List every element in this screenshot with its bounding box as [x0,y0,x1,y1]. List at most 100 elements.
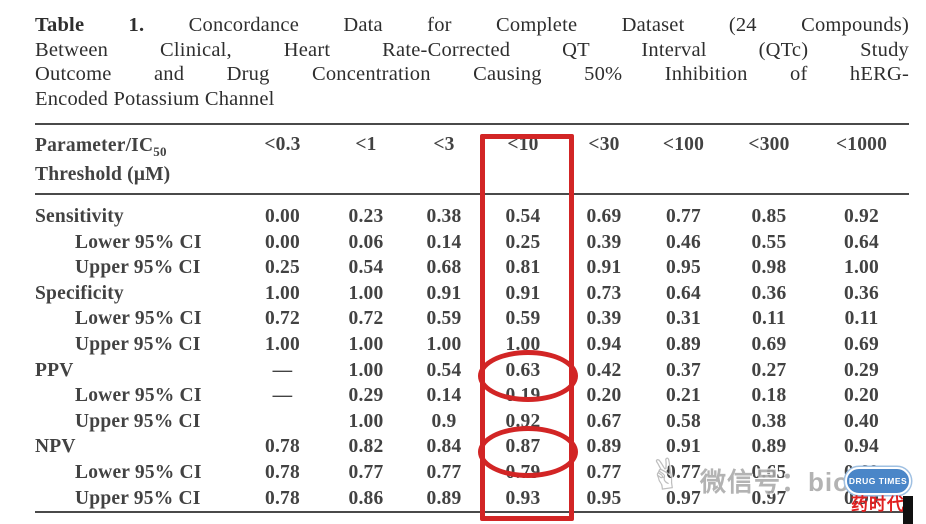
column-header: <300 [724,124,814,195]
cell-value: 0.39 [586,308,622,330]
cell-value: 0.94 [586,333,622,355]
cell-value: 0.14 [426,231,462,253]
cell-value: 0.38 [426,206,462,227]
drugtimes-badge: DRUG TIMES [845,467,911,495]
victory-hand-icon: ✌ [644,447,687,502]
cell-value: 0.79 [505,461,541,483]
row-label: Upper 95% CI [75,333,201,355]
cell-value: 0.54 [426,359,462,381]
cell-value: 0.20 [586,385,622,407]
cell-value: 0.00 [265,231,300,253]
concordance-table: Parameter/IC50 Threshold (μM) <0.3 <1 <3 <1… [35,123,909,514]
table-row: Specificity 1.00 1.00 0.91 0.91 0.73 0.64 0.36 0… [35,281,909,307]
parameter-header-line1: Parameter/IC [35,135,154,156]
cell-value: 0.78 [265,461,300,483]
cell-value: 1.00 [348,282,384,304]
cell-value: 1.00 [844,257,879,279]
cell-value: 0.21 [666,385,701,407]
cell-value: 0.98 [751,257,787,279]
cell-value: 0.72 [265,308,300,330]
caption-line-1-text: Concordance Data for Complete Dataset (2… [188,14,909,36]
cell-value: 0.55 [751,231,787,253]
table-row: Upper 95% CI 1.00 0.9 0.92 0.67 0.58 0.38 0.40 [35,409,909,435]
column-header: <1000 [814,124,909,195]
parameter-header-subscript: 50 [153,143,167,159]
cell-value: 0.38 [751,410,787,432]
cell-value: 0.86 [348,487,384,509]
cell-value: 0.11 [752,308,786,330]
row-label: NPV [35,436,76,458]
cell-value: 0.92 [505,410,541,432]
column-header: <100 [643,124,724,195]
row-label: Lower 95% CI [75,308,202,330]
column-header: <30 [565,124,643,195]
caption-line-3: Outcome and Drug Concentration Causing 5… [35,63,909,85]
row-label: Upper 95% CI [75,257,201,279]
cell-value: 0.39 [586,231,622,253]
cell-value: 0.25 [505,231,541,253]
cell-value: 1.00 [265,282,300,304]
cell-value: 1.00 [348,410,384,432]
table-row: Upper 95% CI 0.25 0.54 0.68 0.81 0.91 0.95 0.98… [35,255,909,281]
cell-value: 0.72 [348,308,384,330]
cell-value: 0.36 [751,282,787,304]
cell-value: 0.40 [844,410,879,432]
cell-value: 0.63 [505,359,541,381]
caption-line-2: Between Clinical, Heart Rate-Corrected Q… [35,38,909,61]
table-caption: Table 1. Concordance Data for Complete D… [35,13,909,111]
row-label: Lower 95% CI [75,231,202,253]
cell-value: 0.64 [666,282,701,304]
cell-value: 0.11 [844,308,879,330]
cell-value: — [272,385,293,407]
cell-value: 0.94 [844,436,879,458]
table-row: Lower 95% CI — 0.29 0.14 0.19 0.20 0.21 0.18 0.2… [35,383,909,409]
cell-value: 0.29 [348,385,384,407]
cell-value: 0.77 [426,461,462,483]
cell-value: 0.69 [751,333,787,355]
cell-value: 0.14 [426,385,462,407]
cell-value: 0.65 [751,461,787,483]
cell-value: 0.64 [844,231,879,253]
column-header: <0.3 [240,124,325,195]
cell-value: 0.00 [265,206,300,227]
table-number-label: Table 1. [35,14,145,36]
cell-value: 0.89 [426,487,462,509]
table-row: Sensitivity 0.00 0.23 0.38 0.54 0.69 0.77 0.85 0… [35,194,909,230]
parameter-header-line2: Threshold (μM) [35,163,171,185]
cell-value: 0.69 [586,206,622,227]
cell-value: 0.58 [666,410,701,432]
cell-value: 0.97 [751,487,787,509]
row-label: Sensitivity [35,206,124,227]
cell-value: 0.69 [844,333,879,355]
table-row: Lower 95% CI 0.00 0.06 0.14 0.25 0.39 0.46 0.55… [35,230,909,256]
cell-value: 0.27 [751,359,787,381]
cell-value: 0.77 [586,461,622,483]
cell-value: 0.95 [586,487,622,509]
column-header: <3 [407,124,481,195]
row-label: PPV [35,359,74,381]
cell-value: 1.00 [265,333,300,355]
cell-value: 0.19 [505,385,541,407]
row-label: Upper 95% CI [75,487,201,509]
row-label: Specificity [35,282,124,304]
cell-value: 0.54 [348,257,384,279]
row-label: Lower 95% CI [75,385,202,407]
cell-value: 0.85 [751,206,787,227]
cell-value: 0.54 [505,206,541,227]
cell-value: 0.81 [505,257,541,279]
cell-value: 0.89 [666,333,701,355]
cell-value: 0.23 [348,206,384,227]
table-body: Sensitivity 0.00 0.23 0.38 0.54 0.69 0.77 0.85 0… [35,194,909,512]
cell-value: 0.82 [348,436,384,458]
cell-value: 0.18 [751,385,787,407]
cell-value: 0.89 [751,436,787,458]
cell-value: 0.92 [844,206,879,227]
cell-value: 0.37 [666,359,701,381]
cell-value: 0.9 [431,410,457,432]
row-label: Upper 95% CI [75,410,201,432]
caption-line-4: Encoded Potassium Channel [35,87,275,110]
cell-value: 0.67 [586,410,622,432]
column-header: <10 [481,124,565,195]
cell-value: 0.36 [844,282,879,304]
cell-value: 0.78 [265,436,300,458]
